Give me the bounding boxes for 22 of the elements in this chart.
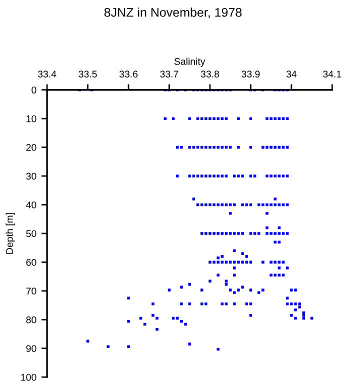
y-tick-label: 40 [26, 201, 36, 208]
x-tick-label: 33.9 [242, 70, 260, 78]
x-axis-title: Salinity [174, 58, 206, 67]
y-axis-title: Depth [m] [6, 213, 15, 254]
y-tick-label: 80 [26, 316, 36, 324]
y-tick-label: 20 [26, 144, 36, 151]
y-tick-label: 90 [26, 345, 36, 352]
x-tick-label: 33.4 [38, 70, 56, 78]
x-tick-label: 34 [286, 70, 297, 78]
y-tick-label: 100 [21, 374, 36, 381]
x-tick-label: 33.5 [78, 70, 97, 78]
y-tick-label: 70 [26, 288, 36, 295]
chart-title: 8JNZ in November, 1978 [104, 8, 242, 18]
y-tick-label: 50 [26, 230, 36, 238]
y-tick-label: 0 [32, 86, 36, 94]
x-tick-label: 33.6 [119, 70, 138, 78]
y-tick-label: 60 [26, 258, 36, 266]
y-tick-label: 10 [26, 115, 36, 122]
x-tick-label: 33.8 [200, 70, 220, 78]
y-tick-label: 30 [26, 172, 36, 180]
x-tick-label: 33.7 [160, 70, 178, 78]
x-tick-label: 34.1 [323, 70, 342, 78]
